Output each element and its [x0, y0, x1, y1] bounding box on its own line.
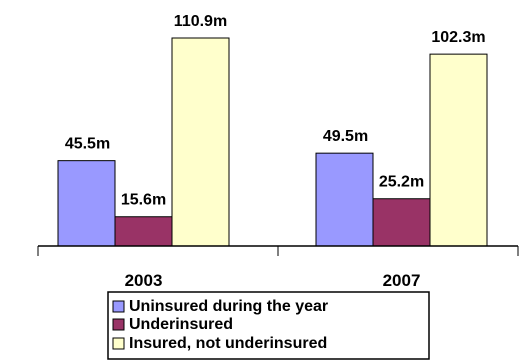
data-label-2003-insured: 110.9m [174, 13, 227, 30]
bar-2007-insured [429, 53, 488, 247]
bar-2003-uninsured [57, 160, 116, 247]
legend-label-insured: Insured, not underinsured [129, 335, 327, 352]
legend: Uninsured during the year Underinsured I… [107, 291, 430, 360]
legend-swatch-uninsured [112, 300, 125, 313]
data-label-2003-underinsured: 15.6m [121, 192, 166, 209]
category-labels-layer: 2003 2007 [125, 271, 421, 290]
legend-label-underinsured: Underinsured [129, 316, 233, 333]
bar-2007-underinsured [372, 198, 431, 247]
legend-label-uninsured: Uninsured during the year [129, 298, 328, 315]
legend-swatch-insured [112, 337, 125, 350]
data-label-2007-underinsured: 25.2m [379, 174, 424, 191]
bar-2007-uninsured [315, 152, 374, 247]
value-labels-layer: 45.5m 15.6m 110.9m 49.5m 25.2m 102.3m [65, 13, 486, 209]
data-label-2007-uninsured: 49.5m [323, 128, 368, 145]
bars-layer [57, 37, 488, 247]
category-label-2003: 2003 [125, 271, 163, 290]
bar-2003-underinsured [114, 216, 173, 247]
category-label-2007: 2007 [383, 271, 421, 290]
legend-frame [107, 291, 430, 360]
data-label-2007-insured: 102.3m [431, 29, 485, 46]
bar-2003-insured [171, 37, 230, 247]
legend-swatch-underinsured [112, 318, 125, 331]
data-label-2003-uninsured: 45.5m [65, 136, 110, 153]
